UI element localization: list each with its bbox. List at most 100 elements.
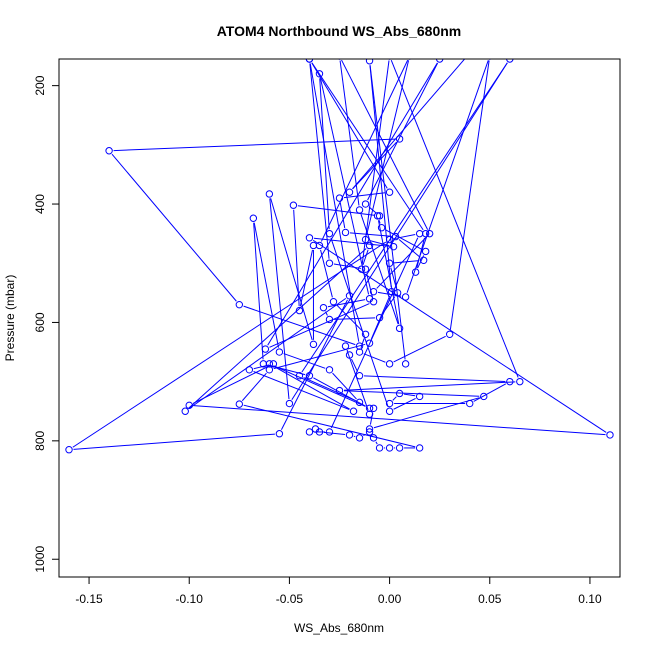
data-point-marker [345, 292, 354, 300]
data-point-marker [305, 59, 314, 63]
data-point-marker [355, 206, 364, 214]
data-point-marker [365, 428, 374, 436]
data-point-marker [235, 300, 244, 309]
data-point-marker [506, 59, 514, 63]
series-line-segment [339, 60, 360, 206]
data-point-marker [341, 228, 350, 237]
y-axis: 200 400 600 800 1000 [33, 75, 60, 573]
series-line-segment [351, 358, 359, 372]
data-point-marker [373, 212, 382, 220]
series-line-segment [343, 381, 516, 391]
data-point-marker [285, 399, 294, 408]
data-point-marker [385, 360, 394, 368]
data-point-marker [65, 446, 73, 454]
data-point-marker [361, 265, 370, 273]
series-line-segment [270, 198, 313, 341]
data-point-marker [395, 389, 404, 398]
series-line-segment [332, 372, 357, 400]
series-line-segment [303, 377, 356, 401]
data-point-marker [335, 194, 344, 202]
data-point-marker [401, 360, 410, 368]
data-point-marker [385, 407, 394, 415]
data-point-marker [325, 315, 334, 324]
series-line-segment [369, 65, 406, 360]
x-tick-label: -0.15 [75, 592, 103, 606]
data-point-marker [355, 398, 364, 407]
series-line-segment [366, 273, 373, 298]
data-point-marker [337, 59, 342, 60]
data-point-marker [361, 200, 370, 208]
series-line-segment [241, 372, 267, 402]
series-line-segment [367, 62, 439, 201]
series-line-segment [393, 234, 416, 240]
series-line-segment [273, 365, 350, 410]
series-line-segment [349, 232, 392, 237]
data-point-marker [375, 444, 384, 452]
data-point-marker [401, 293, 410, 301]
series-line-segment [360, 214, 399, 325]
data-point-marker [361, 235, 370, 244]
series-line-segment [333, 317, 376, 320]
data-point-marker [375, 314, 384, 322]
data-point-marker [385, 444, 394, 452]
data-point-marker [325, 259, 334, 267]
data-point-marker [365, 339, 374, 347]
series-line-segment [416, 237, 426, 268]
x-axis-label: WS_Abs_680nm [294, 621, 384, 635]
data-point-marker [395, 135, 404, 143]
data-point-marker [369, 287, 378, 296]
data-point-marker [261, 345, 270, 353]
series-line-segment [291, 62, 508, 401]
series-line-segment [320, 249, 333, 298]
data-point-marker [305, 428, 314, 436]
data-point-marker [289, 201, 298, 209]
series-line-segment [309, 63, 330, 259]
data-point-marker [329, 298, 338, 306]
series-line-segment [375, 441, 378, 445]
x-tick-label: -0.05 [276, 592, 304, 606]
data-point-marker [325, 428, 334, 436]
data-point-marker [395, 324, 404, 333]
data-point-marker [516, 377, 524, 386]
series-line-segment [330, 237, 419, 429]
data-point-marker [275, 430, 284, 438]
series-line-segment [323, 431, 346, 435]
series-line-segment [373, 397, 480, 429]
series-line-segment [363, 353, 386, 363]
data-point-marker [181, 407, 189, 415]
series-line-segment [188, 248, 367, 409]
series-line-segment [313, 237, 390, 247]
data-point-marker [295, 372, 304, 380]
data-point-marker [335, 386, 344, 395]
series-line-segment [269, 303, 370, 348]
data-point-marker [385, 259, 394, 267]
series-line-segment [390, 267, 397, 289]
data-point-marker [365, 425, 374, 433]
series-line-segment [366, 60, 410, 236]
data-point-marker [415, 392, 424, 401]
data-point-marker [355, 372, 364, 380]
data-point-marker [349, 407, 358, 415]
data-point-marker [395, 444, 404, 452]
data-point-marker [341, 342, 350, 350]
series-line-segment [253, 222, 280, 348]
series-line-segment [393, 335, 446, 363]
data-point-marker [466, 399, 474, 408]
series-line-segment [369, 65, 392, 288]
data-point-marker [315, 241, 324, 250]
data-point-marker [305, 234, 314, 242]
data-point-marker [365, 59, 374, 65]
data-point-marker [309, 241, 318, 250]
series-line-segment [336, 304, 363, 332]
series-line-segment [352, 59, 466, 190]
series-line-segment [333, 263, 362, 269]
data-point-marker [249, 214, 258, 222]
y-axis-label: Pressure (mbar) [3, 275, 17, 362]
data-point-marker [265, 366, 274, 374]
data-point-marker [606, 431, 614, 439]
series-line-segment [293, 209, 300, 307]
data-point-marker [377, 224, 386, 232]
data-point-marker [355, 434, 364, 442]
series-line-segment [253, 222, 264, 360]
data-point-marker [445, 330, 454, 338]
